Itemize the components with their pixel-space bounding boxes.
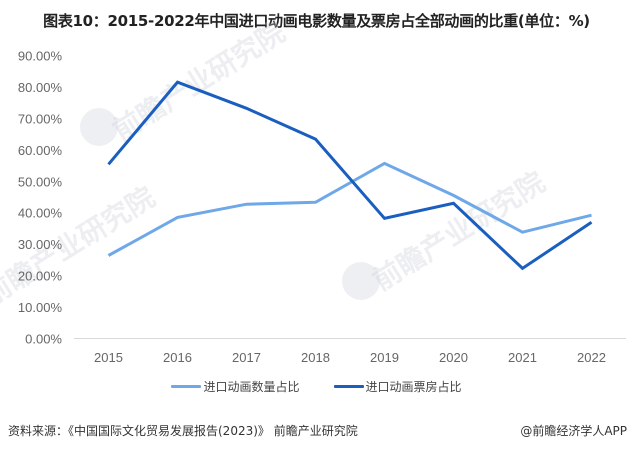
x-axis: 2015 2016 2017 2018 2019 2020 2021 2022 [94, 350, 606, 365]
x-tick-label: 2018 [301, 350, 330, 365]
x-tick-label: 2015 [94, 350, 123, 365]
legend-swatch-boxoffice [333, 385, 364, 388]
y-tick-label: 20.00% [18, 269, 63, 284]
y-tick-label: 60.00% [18, 143, 63, 158]
series-lines [107, 80, 593, 271]
y-tick-label: 30.00% [18, 237, 63, 252]
legend-label-boxoffice: 进口动画票房占比 [365, 380, 462, 394]
y-tick-label: 90.00% [18, 49, 63, 64]
y-tick-label: 0.00% [25, 332, 62, 347]
y-tick-label: 80.00% [18, 80, 63, 95]
x-tick-label: 2016 [163, 350, 192, 365]
legend-swatch-quantity [171, 385, 202, 388]
y-axis: 0.00% 10.00% 20.00% 30.00% 40.00% 50.00% 60.00… [18, 49, 63, 347]
legend-item-boxoffice: 进口动画票房占比 [333, 378, 462, 395]
legend: 进口动画数量占比 进口动画票房占比 [0, 378, 633, 395]
y-tick-label: 70.00% [18, 111, 63, 126]
x-tick-label: 2017 [232, 350, 261, 365]
y-tick-label: 50.00% [18, 174, 63, 189]
x-tick-label: 2019 [370, 350, 399, 365]
source-note: 资料来源：《中国国际文化贸易发展报告(2023)》 前瞻产业研究院 [8, 424, 358, 438]
y-tick-label: 40.00% [18, 206, 63, 221]
y-tick-label: 10.00% [18, 300, 63, 315]
x-tick-label: 2020 [439, 350, 468, 365]
series-line-quantity [107, 161, 592, 257]
footer: 资料来源：《中国国际文化贸易发展报告(2023)》 前瞻产业研究院 @前瞻经济学… [8, 422, 627, 439]
legend-label-quantity: 进口动画数量占比 [203, 380, 300, 394]
credit: @前瞻经济学人APP [520, 424, 627, 438]
chart-title: 图表10：2015-2022年中国进口动画电影数量及票房占全部动画的比重(单位：… [43, 12, 590, 30]
x-tick-label: 2021 [508, 350, 537, 365]
x-tick-label: 2022 [577, 350, 606, 365]
legend-item-quantity: 进口动画数量占比 [171, 378, 300, 395]
series-line-boxoffice [107, 80, 593, 271]
